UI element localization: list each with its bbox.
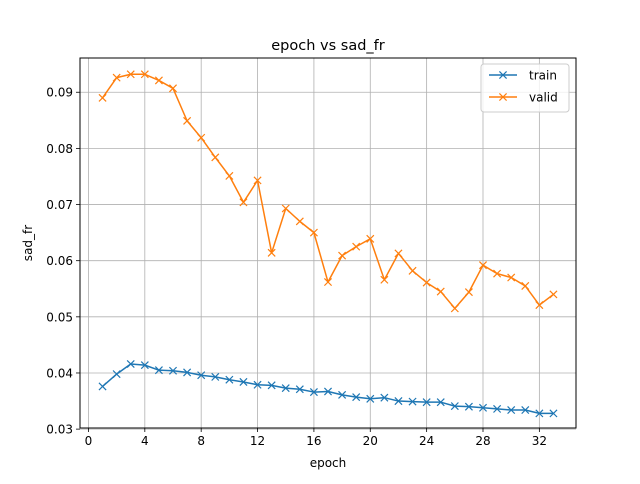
data-point-valid [267, 248, 276, 257]
y-tick-label: 0.03 [46, 423, 73, 437]
series-train [98, 359, 558, 418]
data-point-valid [535, 301, 544, 310]
data-point-train [154, 366, 163, 375]
data-point-train [478, 403, 488, 412]
y-axis-label: sad_fr [21, 225, 35, 261]
grid [80, 58, 576, 430]
legend: train valid [480, 63, 570, 113]
data-point-train [126, 359, 135, 369]
data-point-train [464, 402, 473, 411]
x-tick-label: 24 [419, 434, 434, 448]
x-tick-label: 0 [85, 434, 93, 448]
data-point-valid [225, 171, 234, 180]
data-point-train [168, 366, 178, 375]
data-point-train [239, 377, 248, 386]
data-point-valid [98, 93, 107, 102]
legend-marker-valid [498, 92, 508, 102]
data-point-valid [126, 70, 135, 79]
y-tick-label: 0.08 [46, 142, 73, 156]
data-point-valid [408, 266, 417, 275]
x-tick-label: 20 [363, 434, 378, 448]
data-point-train [493, 404, 502, 413]
data-point-valid [112, 73, 121, 82]
legend-label-valid: valid [529, 91, 558, 105]
x-tick-label: 32 [532, 434, 547, 448]
plot-area [80, 58, 576, 428]
chart-title: epoch vs sad_fr [271, 38, 385, 54]
data-point-train [183, 368, 192, 377]
data-point-valid [464, 288, 473, 297]
data-point-valid [281, 204, 290, 213]
legend-marker-train [498, 70, 508, 80]
data-point-train [225, 375, 234, 384]
x-axis-label: epoch [310, 456, 347, 470]
data-point-valid [211, 153, 220, 162]
legend-box [480, 63, 570, 113]
y-tick-label: 0.05 [46, 310, 73, 324]
y-tick-label: 0.04 [46, 366, 73, 380]
data-point-train [323, 387, 333, 396]
data-point-valid [493, 269, 502, 278]
data-point-train [112, 370, 121, 379]
data-point-valid [168, 84, 178, 93]
data-point-valid [422, 278, 431, 287]
data-point-valid [140, 70, 149, 79]
y-tick-label: 0.06 [46, 254, 73, 268]
data-point-valid [352, 242, 361, 251]
data-point-train [281, 384, 290, 393]
data-point-train [408, 397, 417, 406]
data-point-train [352, 393, 361, 402]
data-point-valid [323, 277, 333, 287]
x-tick-label: 28 [475, 434, 490, 448]
series-valid [98, 70, 558, 313]
data-point-train [211, 372, 220, 381]
data-point-train [549, 409, 558, 418]
data-point-train [535, 409, 544, 418]
data-point-valid [197, 133, 206, 142]
ticks: 0 4 8 12 16 20 24 28 32 0.03 0.04 0.05 0.06 0.07 0.08 0… [46, 86, 547, 448]
data-point-train [253, 380, 262, 389]
data-point-valid [154, 76, 163, 85]
data-point-valid [436, 287, 445, 296]
data-point-train [197, 371, 206, 380]
data-point-train [98, 382, 107, 391]
data-point-train [338, 390, 347, 399]
data-point-train [450, 402, 459, 411]
data-point-valid [239, 198, 248, 207]
data-point-valid [549, 290, 558, 299]
data-point-train [140, 361, 149, 370]
data-point-train [380, 393, 389, 402]
data-point-valid [309, 228, 318, 237]
y-tick-label: 0.09 [46, 86, 73, 100]
data-point-train [309, 388, 318, 397]
x-tick-label: 8 [197, 434, 205, 448]
data-point-valid [295, 217, 304, 226]
data-point-valid [253, 176, 262, 185]
data-point-valid [366, 234, 375, 243]
data-point-train [366, 394, 375, 403]
data-point-train [394, 397, 403, 406]
plot-frame [79, 57, 577, 429]
data-point-valid [450, 304, 459, 313]
data-point-train [267, 381, 276, 390]
data-point-train [521, 406, 530, 415]
data-point-train [422, 398, 431, 407]
y-tick-label: 0.07 [46, 198, 73, 212]
x-tick-label: 16 [306, 434, 321, 448]
data-point-valid [380, 275, 389, 284]
data-point-valid [183, 116, 192, 125]
data-point-train [295, 385, 304, 394]
x-tick-label: 4 [141, 434, 149, 448]
data-point-valid [478, 261, 488, 270]
series-layer [98, 70, 558, 418]
data-point-valid [507, 273, 516, 282]
data-point-valid [338, 251, 347, 260]
x-tick-label: 12 [250, 434, 265, 448]
data-point-train [436, 398, 445, 407]
data-point-train [507, 406, 516, 415]
legend-label-train: train [529, 69, 557, 83]
data-point-valid [394, 249, 403, 258]
data-point-valid [521, 281, 530, 290]
